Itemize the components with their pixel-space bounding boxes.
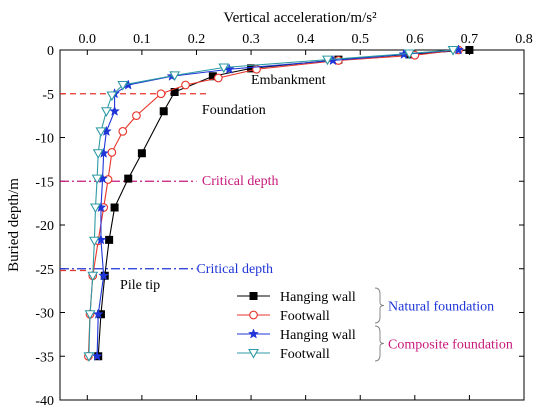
- y-tick-label: -20: [35, 219, 54, 234]
- data-point: [109, 105, 121, 116]
- legend: Hanging wall Footwall Hanging wall Footwall…: [237, 287, 513, 362]
- data-point: [91, 174, 103, 185]
- data-point: [403, 49, 415, 60]
- y-tick-label: -25: [35, 263, 54, 278]
- series-line: [96, 49, 459, 357]
- legend-group-label: Composite foundation: [388, 338, 513, 353]
- data-point: [84, 310, 96, 320]
- axis-ticks: 0.0 0.1 0.2 0.3 0.4 0.5 0.6 0.7 0.8 0 -5 -10 -15 -20 -…: [35, 32, 532, 409]
- y-tick-label: 0: [47, 44, 54, 59]
- annotations: Embankment Foundation Critical depth Critic…: [120, 73, 326, 293]
- data-point: [118, 127, 128, 136]
- x-tick-label: 0.0: [79, 32, 97, 47]
- series: [83, 45, 459, 362]
- y-tick-label: -10: [35, 132, 54, 147]
- data-point: [132, 111, 141, 120]
- legend-brace: [374, 287, 385, 324]
- data-point: [92, 149, 104, 159]
- legend-label: Footwall: [280, 347, 330, 362]
- data-point: [159, 107, 168, 116]
- x-tick-label: 0.8: [515, 32, 533, 47]
- y-tick-label: -35: [35, 350, 54, 365]
- data-point: [156, 89, 166, 99]
- y-axis-title: Buried depth/m: [6, 178, 22, 272]
- y-tick-label: -40: [35, 394, 54, 409]
- series-line: [88, 49, 454, 357]
- x-axis-title: Vertical acceleration/m/s²: [223, 10, 377, 26]
- data-point: [249, 292, 258, 300]
- y-tick-label: -30: [35, 307, 54, 322]
- x-tick-label: 0.6: [406, 32, 424, 47]
- x-tick-label: 0.4: [297, 32, 315, 47]
- reference-lines: [60, 93, 208, 272]
- data-point: [124, 174, 133, 183]
- data-point: [92, 308, 104, 319]
- legend-group-label: Natural foundation: [388, 300, 494, 315]
- data-point: [169, 71, 181, 81]
- annotation: Foundation: [202, 103, 266, 118]
- x-tick-label: 0.1: [133, 32, 151, 47]
- annotation: Embankment: [251, 73, 326, 88]
- data-point: [137, 149, 146, 158]
- data-point: [107, 148, 117, 157]
- annotation: Pile tip: [120, 278, 160, 293]
- data-point: [98, 270, 110, 281]
- data-point: [117, 80, 129, 91]
- data-point: [465, 46, 474, 54]
- data-point: [100, 107, 112, 117]
- legend-brace: [374, 325, 385, 362]
- data-point: [249, 310, 258, 320]
- data-point: [181, 80, 190, 90]
- x-tick-label: 0.7: [461, 32, 479, 47]
- y-tick-label: -5: [42, 88, 54, 103]
- x-tick-label: 0.5: [351, 32, 369, 47]
- data-point: [83, 352, 95, 362]
- data-series: [83, 44, 474, 362]
- series-line: [87, 49, 459, 357]
- annotation: Critical depth: [202, 174, 279, 189]
- x-tick-label: 0.3: [242, 32, 260, 47]
- data-point: [248, 328, 259, 339]
- legend-label: Footwall: [280, 309, 330, 324]
- data-point: [213, 73, 223, 83]
- data-point: [95, 127, 107, 137]
- legend-label: Hanging wall: [280, 290, 356, 305]
- y-tick-label: -15: [35, 175, 54, 190]
- data-point: [106, 91, 118, 102]
- data-point: [87, 271, 99, 282]
- legend-label: Hanging wall: [280, 328, 356, 343]
- data-point: [110, 203, 119, 212]
- annotation: Critical depth: [196, 262, 273, 277]
- x-tick-label: 0.2: [188, 32, 206, 47]
- data-point: [322, 55, 333, 66]
- data-point: [105, 235, 114, 244]
- data-point: [218, 63, 230, 74]
- data-point: [248, 348, 259, 359]
- data-point: [88, 236, 100, 247]
- data-point: [91, 350, 103, 361]
- data-point: [90, 203, 101, 214]
- data-point: [447, 45, 459, 56]
